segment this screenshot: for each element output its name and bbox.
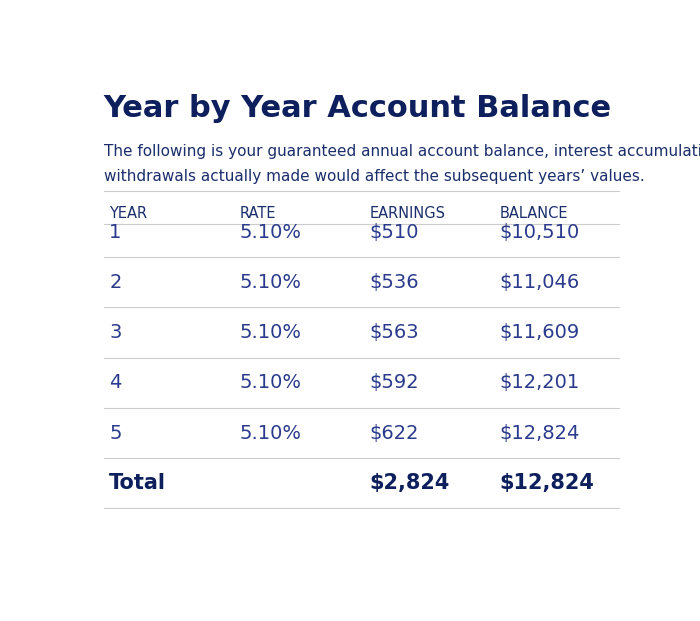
Text: $622: $622 <box>370 424 419 443</box>
Text: $11,046: $11,046 <box>500 273 580 292</box>
Text: RATE: RATE <box>239 206 276 221</box>
Text: 5.10%: 5.10% <box>239 324 302 342</box>
Text: 5.10%: 5.10% <box>239 424 302 443</box>
Text: $12,824: $12,824 <box>500 424 580 443</box>
Text: $536: $536 <box>370 273 419 292</box>
Text: BALANCE: BALANCE <box>500 206 568 221</box>
Text: YEAR: YEAR <box>109 206 147 221</box>
Text: $12,201: $12,201 <box>500 373 580 392</box>
Text: $10,510: $10,510 <box>500 223 580 242</box>
Text: $592: $592 <box>370 373 419 392</box>
Text: 5: 5 <box>109 424 122 443</box>
Text: 4: 4 <box>109 373 122 392</box>
Text: $11,609: $11,609 <box>500 324 580 342</box>
Text: 5.10%: 5.10% <box>239 373 302 392</box>
Text: Year by Year Account Balance: Year by Year Account Balance <box>104 94 612 122</box>
Text: 1: 1 <box>109 223 122 242</box>
Text: EARNINGS: EARNINGS <box>370 206 446 221</box>
Text: $2,824: $2,824 <box>370 473 450 493</box>
Text: $563: $563 <box>370 324 419 342</box>
Text: 2: 2 <box>109 273 122 292</box>
Text: Total: Total <box>109 473 166 493</box>
Text: The following is your guaranteed annual account balance, interest accumulation, : The following is your guaranteed annual … <box>104 144 700 159</box>
Text: 3: 3 <box>109 324 122 342</box>
Text: 5.10%: 5.10% <box>239 273 302 292</box>
Text: $510: $510 <box>370 223 419 242</box>
Text: 5.10%: 5.10% <box>239 223 302 242</box>
Text: $12,824: $12,824 <box>500 473 595 493</box>
Text: withdrawals actually made would affect the subsequent years’ values.: withdrawals actually made would affect t… <box>104 169 645 184</box>
